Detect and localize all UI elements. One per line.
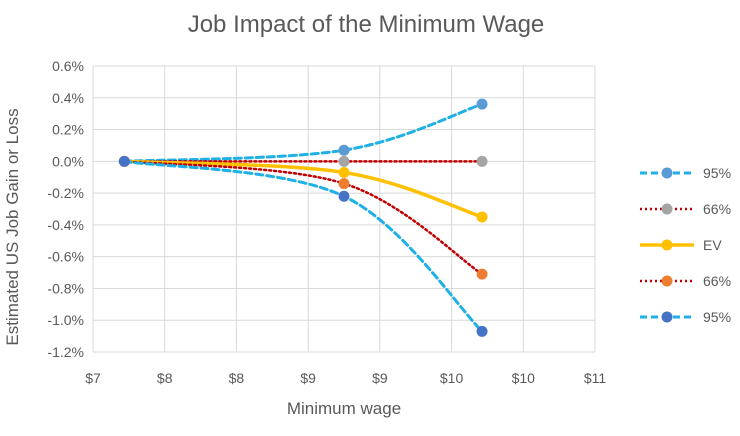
series-4 <box>118 155 488 337</box>
series-3 <box>118 155 488 280</box>
y-tick-label: -0.8% <box>47 280 84 296</box>
legend-marker <box>661 275 673 287</box>
x-tick-label: $10 <box>512 370 536 386</box>
x-tick-label: $11 <box>584 370 607 386</box>
y-tick-label: -1.2% <box>47 344 84 360</box>
legend-item: 95% <box>640 309 731 325</box>
x-tick-label: $9 <box>300 370 316 386</box>
legend-label: EV <box>703 237 722 253</box>
legend-marker <box>661 311 673 323</box>
y-tick-label: -1.0% <box>47 312 84 328</box>
legend-item: EV <box>640 237 722 253</box>
legend-label: 66% <box>703 273 731 289</box>
data-point <box>476 211 488 223</box>
legend-item: 66% <box>640 273 731 289</box>
legend-marker <box>661 203 673 215</box>
data-point <box>476 155 488 167</box>
series-line <box>122 102 484 163</box>
gridlines <box>92 65 596 353</box>
y-tick-label: 0.2% <box>52 122 84 138</box>
y-tick-label: -0.6% <box>47 249 84 265</box>
legend-marker <box>661 167 673 179</box>
data-point <box>338 178 350 190</box>
y-axis-label: Estimated US Job Gain or Loss <box>3 108 22 345</box>
x-tick-label: $9 <box>372 370 388 386</box>
chart-title: Job Impact of the Minimum Wage <box>188 11 545 38</box>
series-group <box>118 98 488 337</box>
series-line <box>123 160 484 276</box>
data-point <box>338 155 350 167</box>
legend-marker <box>661 239 673 251</box>
x-axis-label: Minimum wage <box>287 399 401 418</box>
y-tick-label: -0.4% <box>47 217 84 233</box>
x-tick-label: $8 <box>157 370 173 386</box>
tick-labels: 0.6% 0.4% 0.2% 0.0% -0.2% -0.4% -0.6% -0.8% -1.0… <box>47 58 606 386</box>
y-tick-label: 0.4% <box>52 90 84 106</box>
data-point <box>476 98 488 110</box>
x-tick-label: $7 <box>85 370 101 386</box>
data-point <box>338 144 350 156</box>
y-tick-label: -0.2% <box>47 185 84 201</box>
y-tick-label: 0.6% <box>52 58 84 74</box>
data-point <box>338 166 350 178</box>
series-line <box>122 159 484 219</box>
x-tick-label: $10 <box>440 370 464 386</box>
legend-label: 66% <box>703 201 731 217</box>
data-point <box>476 268 488 280</box>
data-point <box>338 190 350 202</box>
x-tick-label: $8 <box>229 370 245 386</box>
series-0 <box>118 98 488 167</box>
series-line <box>122 159 484 333</box>
data-point <box>476 325 488 337</box>
legend: 95% 66% EV 66% 95% <box>640 165 731 325</box>
legend-label: 95% <box>703 309 731 325</box>
legend-item: 66% <box>640 201 731 217</box>
data-point <box>118 155 130 167</box>
legend-label: 95% <box>703 165 731 181</box>
legend-item: 95% <box>640 165 731 181</box>
y-tick-label: 0.0% <box>52 153 84 169</box>
